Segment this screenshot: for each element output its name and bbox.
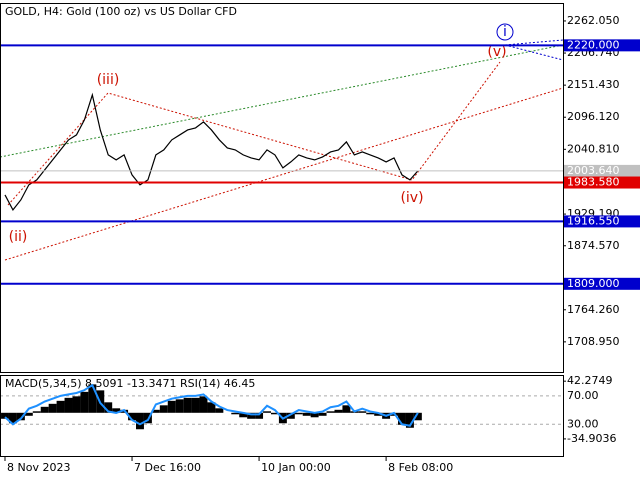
level-label: 2220.000 [567,38,620,51]
trend-lines [0,39,564,261]
macd-bar [413,412,422,421]
macd-bar [239,412,248,418]
macd-bar [88,384,97,413]
level-label: 1809.000 [567,277,620,290]
level-box [564,277,640,290]
macd-bar [405,412,414,428]
macd-bar [104,402,113,413]
macd-bar [286,412,295,419]
macd-bar [326,411,335,413]
x-tick-label: 8 Feb 08:00 [388,461,453,474]
macd-bar [1,412,9,419]
macd-bar [8,412,17,424]
rsi-line [4,383,419,427]
y-tick-label: 1874.570 [567,239,620,252]
indicator-title: MACD(5,34,5) 8.5091 -13.3471 RSI(14) 46.… [5,377,255,390]
x-tick-label: 8 Nov 2023 [7,461,70,474]
plot-frame [0,375,564,457]
macd-bar [191,397,200,413]
macd-bar [136,412,144,430]
macd-bar [231,412,240,415]
y-tick-label: 2040.810 [567,142,620,155]
level-box [564,39,640,52]
level-label: 1983.580 [567,176,620,189]
y-tick-label: 1708.950 [567,335,620,348]
macd-bar [358,411,367,413]
y2-tick-label: 30.00 [567,417,599,430]
macd-bar [318,412,327,416]
macd-bar [80,391,89,413]
macd-bar [302,412,311,416]
wave-path [504,39,564,46]
macd-bar [199,396,208,413]
wave-circle [496,23,514,41]
macd-bar [263,411,271,413]
macd-bar [207,402,216,413]
y-tick-label: 1764.260 [567,303,620,316]
macd-bar [247,412,256,419]
macd-bar [72,396,81,413]
y-tick-label: 2151.430 [567,78,620,91]
macd-bar [32,411,41,413]
wave-path [504,44,564,61]
macd-bar [215,408,224,413]
macd-bar [159,405,168,413]
wave-label: (iv) [400,190,423,206]
y-tick-label: -34.9036 [567,432,616,445]
macd-bar [294,412,303,415]
level-box [564,164,640,177]
macd-bar [56,400,65,413]
level-label: 1916.550 [567,214,620,227]
wave-path [7,61,501,206]
y-tick-label: 42.2749 [567,374,613,387]
wave-label: (v) [487,44,506,60]
macd-bar [255,412,264,419]
macd-bar [64,397,73,413]
x-tick-label: 7 Dec 16:00 [134,461,201,474]
y-tick-label: 2262.050 [567,14,620,27]
x-tick-label: 10 Jan 00:00 [261,461,331,474]
macd-bar [167,400,176,413]
macd-bar [183,397,192,413]
channel-line [4,87,564,261]
wave-label: (ii) [9,229,28,245]
wave-label: i [503,24,507,40]
macd-bar [342,405,351,413]
plot-frame [0,3,564,373]
macd-bar [112,408,121,413]
price-line [4,92,419,211]
macd-bar [310,412,319,418]
macd-bar [175,399,184,413]
macd-bar [48,403,57,413]
macd-bar [398,412,406,425]
macd-bar [374,412,383,416]
macd-bar [40,406,49,413]
level-box [564,176,640,189]
macd-bar [24,412,33,416]
wave-label: (iii) [97,72,120,88]
level-label: 2003.640 [567,164,620,177]
macd-bar [16,412,25,421]
macd-bar [270,412,279,415]
macd-bar [128,412,137,421]
macd-bar [151,409,160,413]
y-tick-label: 2096.120 [567,110,620,123]
macd-bar [366,412,375,415]
y2-tick-label: 70.00 [567,389,599,402]
chart-title: GOLD, H4: Gold (100 oz) vs US Dollar CFD [5,5,237,18]
macd-bar [334,409,343,413]
level-box [564,215,640,228]
